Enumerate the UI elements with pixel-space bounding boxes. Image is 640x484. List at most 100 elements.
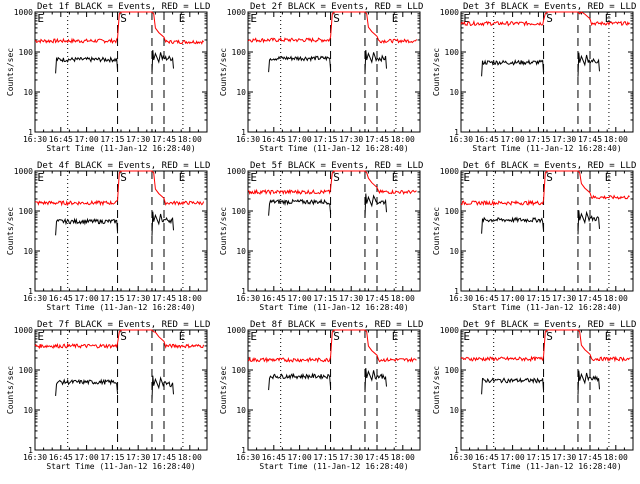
panel-title: Det 7f BLACK = Events, RED = LLD <box>37 320 210 330</box>
marker-e-label: E <box>605 12 612 25</box>
x-tick-label: 16:30 <box>23 294 47 303</box>
lld-series-line <box>34 170 205 207</box>
events-series-line <box>151 375 174 400</box>
events-series-line <box>268 55 332 73</box>
events-series-line <box>577 370 600 395</box>
x-tick-label: 17:15 <box>313 294 337 303</box>
y-axis-label: Counts/sec <box>432 48 441 96</box>
x-tick-label: 17:30 <box>339 453 363 462</box>
x-tick-label: 17:00 <box>75 453 99 462</box>
y-tick-label: 1000 <box>14 326 33 335</box>
y-tick-label: 1 <box>28 446 33 455</box>
x-tick-label: 16:45 <box>49 135 73 144</box>
plot-frame <box>460 329 634 451</box>
y-tick-label: 1000 <box>440 8 459 17</box>
y-tick-label: 1000 <box>227 8 246 17</box>
x-tick-label: 17:45 <box>365 294 389 303</box>
x-tick-label: 17:45 <box>578 135 602 144</box>
x-tick-label: 16:30 <box>449 294 473 303</box>
y-axis-label: Counts/sec <box>432 366 441 414</box>
x-tick-label: 16:45 <box>262 453 286 462</box>
y-axis-label: Counts/sec <box>219 366 228 414</box>
x-axis-label: Start Time (11-Jan-12 16:28:40) <box>46 144 195 153</box>
panel-3: Det 3f BLACK = Events, RED = LLD 1 10 100 10… <box>432 2 636 153</box>
x-tick-label: 17:30 <box>552 453 576 462</box>
y-tick-label: 1 <box>241 446 246 455</box>
events-series-line <box>55 55 119 74</box>
y-tick-label: 10 <box>236 247 246 256</box>
y-axis-label: Counts/sec <box>219 48 228 96</box>
x-tick-label: 17:30 <box>126 135 150 144</box>
events-series-line <box>268 198 332 216</box>
panel-title: Det 6f BLACK = Events, RED = LLD <box>463 161 636 171</box>
x-tick-label: 17:15 <box>526 453 550 462</box>
panel-9: Det 9f BLACK = Events, RED = LLD 1 10 100 10… <box>432 320 636 471</box>
y-tick-label: 1 <box>28 287 33 296</box>
x-tick-label: 17:00 <box>75 294 99 303</box>
x-axis-label: Start Time (11-Jan-12 16:28:40) <box>472 144 621 153</box>
x-tick-label: 16:30 <box>449 453 473 462</box>
panel-title: Det 8f BLACK = Events, RED = LLD <box>250 320 423 330</box>
panel-4: Det 4f BLACK = Events, RED = LLD 1 10 100 10… <box>6 161 210 312</box>
panel-8: Det 8f BLACK = Events, RED = LLD 1 10 100 10… <box>219 320 423 471</box>
y-tick-label: 1 <box>454 446 459 455</box>
y-tick-label: 1000 <box>440 326 459 335</box>
plot-frame <box>34 11 208 133</box>
marker-e-label: E <box>250 12 257 25</box>
marker-e-label: E <box>179 330 186 343</box>
lld-series-line <box>247 329 417 364</box>
y-tick-label: 100 <box>445 48 460 57</box>
y-axis-label: Counts/sec <box>432 207 441 255</box>
lld-series-line <box>34 329 205 350</box>
events-series-line <box>364 193 387 218</box>
x-tick-label: 16:30 <box>236 453 260 462</box>
panel-5: Det 5f BLACK = Events, RED = LLD 1 10 100 10… <box>219 161 423 312</box>
y-axis-label: Counts/sec <box>6 366 15 414</box>
x-axis-label: Start Time (11-Jan-12 16:28:40) <box>259 144 408 153</box>
marker-e-label: E <box>37 171 44 184</box>
x-tick-label: 17:45 <box>152 135 176 144</box>
panel-title: Det 4f BLACK = Events, RED = LLD <box>37 161 210 171</box>
x-tick-label: 16:45 <box>262 135 286 144</box>
marker-s-label: S <box>546 12 553 25</box>
panel-1: Det 1f BLACK = Events, RED = LLD 1 10 100 10… <box>6 2 210 153</box>
plot-frame <box>247 11 421 133</box>
marker-s-label: S <box>333 330 340 343</box>
lld-series-line <box>247 11 418 44</box>
x-tick-label: 17:00 <box>501 294 525 303</box>
panel-title: Det 1f BLACK = Events, RED = LLD <box>37 2 210 12</box>
events-series-line <box>481 58 545 77</box>
plot-frame <box>34 170 208 292</box>
y-tick-label: 100 <box>19 48 34 57</box>
x-tick-label: 16:30 <box>236 294 260 303</box>
x-tick-label: 18:00 <box>604 135 628 144</box>
x-tick-label: 17:30 <box>126 294 150 303</box>
x-tick-label: 17:15 <box>313 453 337 462</box>
y-tick-label: 100 <box>232 48 247 57</box>
events-series-line <box>268 372 332 391</box>
x-tick-label: 18:00 <box>178 294 202 303</box>
panel-6: Det 6f BLACK = Events, RED = LLD 1 10 100 10… <box>432 161 636 312</box>
plot-frame <box>460 11 634 133</box>
x-tick-label: 17:00 <box>288 453 312 462</box>
panel-7: Det 7f BLACK = Events, RED = LLD 1 10 100 10… <box>6 320 210 471</box>
y-tick-label: 100 <box>445 207 460 216</box>
lld-series-line <box>460 170 630 207</box>
marker-s-label: S <box>546 171 553 184</box>
x-axis-label: Start Time (11-Jan-12 16:28:40) <box>259 462 408 471</box>
y-tick-label: 1000 <box>227 167 246 176</box>
x-tick-label: 17:15 <box>100 453 124 462</box>
y-tick-label: 100 <box>19 366 34 375</box>
x-axis-label: Start Time (11-Jan-12 16:28:40) <box>46 462 195 471</box>
marker-e-label: E <box>392 12 399 25</box>
panel-title: Det 9f BLACK = Events, RED = LLD <box>463 320 636 330</box>
y-tick-label: 10 <box>449 247 459 256</box>
lld-series-line <box>247 170 417 196</box>
y-tick-label: 1000 <box>227 326 246 335</box>
x-tick-label: 18:00 <box>604 294 628 303</box>
plot-frame <box>34 329 208 451</box>
events-series-line <box>577 52 600 77</box>
marker-s-label: S <box>546 330 553 343</box>
x-tick-label: 18:00 <box>391 294 415 303</box>
